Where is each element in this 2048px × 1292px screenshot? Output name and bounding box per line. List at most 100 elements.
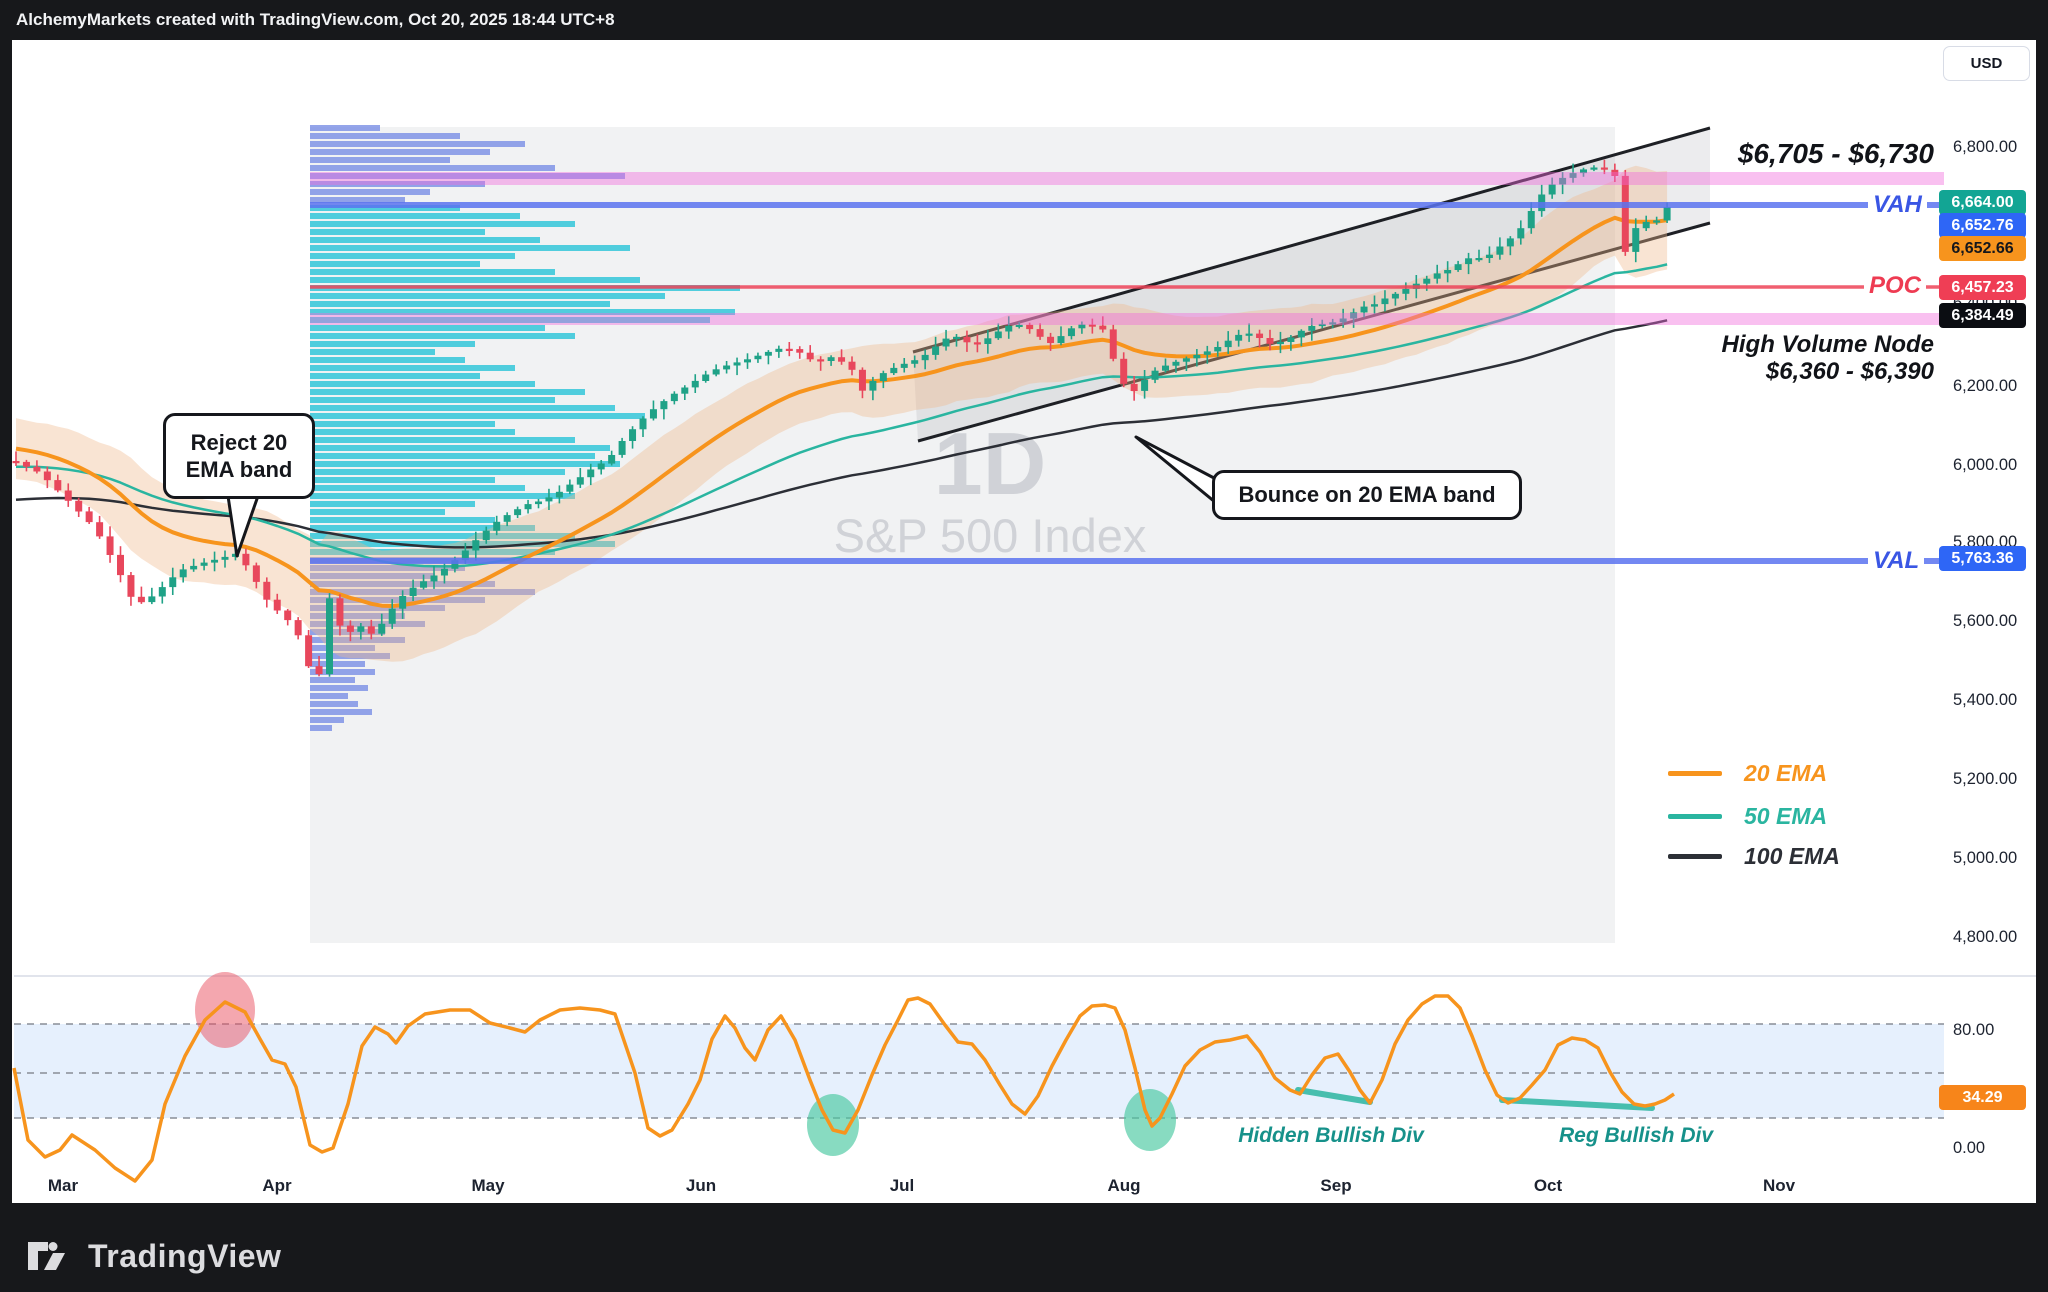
volume-profile-bar xyxy=(310,317,710,323)
hidden-bullish-div-label: Hidden Bullish Div xyxy=(1238,1124,1424,1147)
volume-profile-bar xyxy=(310,141,525,147)
time-axis-label-oct[interactable]: Oct xyxy=(1533,1176,1563,1195)
volume-profile-bar xyxy=(310,389,585,395)
price-axis-label: 6,000.00 xyxy=(1953,456,2018,474)
volume-profile-bar xyxy=(310,197,405,203)
volume-profile-bar xyxy=(310,229,485,235)
tradingview-logo-icon[interactable] xyxy=(26,1238,76,1274)
volume-profile-bar xyxy=(310,173,625,179)
volume-profile-bar xyxy=(310,213,520,219)
supply-zone-label: $6,705 - $6,730 xyxy=(1737,138,1934,169)
candles xyxy=(12,159,1671,677)
volume-profile-bar xyxy=(310,669,375,675)
volume-profile-bar xyxy=(310,261,480,267)
reject-ema-callout-text: Reject 20 EMA band xyxy=(185,430,293,482)
ema20-line xyxy=(15,215,1668,608)
volume-profile-bar xyxy=(310,621,425,627)
volume-profile-bar xyxy=(310,373,480,379)
volume-profile-bar xyxy=(310,413,645,419)
volume-profile-bar xyxy=(310,597,485,603)
volume-profile-bar xyxy=(310,685,368,691)
volume-profile-bar xyxy=(310,581,495,587)
volume-profile-bar xyxy=(310,237,540,243)
volume-profile-bar xyxy=(310,629,385,635)
volume-profile-bar xyxy=(310,469,565,475)
volume-profile-bar xyxy=(310,605,445,611)
volume-profile-bar xyxy=(310,325,545,331)
ema50-swatch xyxy=(1668,814,1722,819)
price-badge: 34.29 xyxy=(1939,1084,2026,1110)
volume-profile-bar xyxy=(310,565,465,571)
ema20-label: 20 EMA xyxy=(1744,760,1828,786)
volume-profile-bar xyxy=(310,301,610,307)
time-axis-label-apr[interactable]: Apr xyxy=(262,1176,292,1195)
price-badge: 5,763.36 xyxy=(1939,545,2026,571)
time-axis-label-nov[interactable]: Nov xyxy=(1762,1176,1796,1195)
volume-profile-bar xyxy=(310,589,535,595)
volume-profile-bar xyxy=(310,421,495,427)
volume-profile-bar xyxy=(310,333,575,339)
volume-profile-bar xyxy=(310,245,630,251)
legend-item-20ema[interactable]: 20 EMA xyxy=(1668,760,1827,790)
volume-profile-bar xyxy=(310,645,375,651)
price-badge: 6,664.00 xyxy=(1939,189,2026,215)
volume-profile-bar xyxy=(310,709,372,715)
price-axis-label: 80.00 xyxy=(1953,1021,1995,1039)
volume-profile-bar xyxy=(310,725,332,731)
volume-profile-bar xyxy=(310,125,380,131)
volume-profile-bar xyxy=(310,637,405,643)
volume-profile-bar xyxy=(310,437,575,443)
price-badge: 6,384.49 xyxy=(1939,302,2026,328)
volume-profile-bar xyxy=(310,525,535,531)
volume-profile-bar xyxy=(310,165,555,171)
volume-profile-bar xyxy=(310,149,490,155)
price-axis-label: 5,200.00 xyxy=(1953,770,2018,788)
time-axis-label-sep[interactable]: Sep xyxy=(1320,1176,1352,1195)
volume-profile-bar xyxy=(310,485,525,491)
volume-profile-bar xyxy=(310,181,485,187)
time-axis-label-jul[interactable]: Jul xyxy=(889,1176,915,1195)
time-axis-label-aug[interactable]: Aug xyxy=(1107,1176,1141,1195)
tradingview-brand-text[interactable]: TradingView xyxy=(88,1238,282,1274)
reject-ema-callout[interactable]: Reject 20 EMA band xyxy=(163,413,315,499)
volume-profile-bar xyxy=(310,157,450,163)
price-axis-label: 5,600.00 xyxy=(1953,612,2018,630)
legend-item-50ema[interactable]: 50 EMA xyxy=(1668,803,1827,833)
volume-profile-bar xyxy=(310,533,575,539)
volume-profile-bar xyxy=(310,717,344,723)
volume-profile-bar xyxy=(310,509,445,515)
val-label: VAL xyxy=(1868,547,1925,575)
bounce-ema-callout[interactable]: Bounce on 20 EMA band xyxy=(1212,470,1522,520)
volume-profile-bar xyxy=(310,541,615,547)
volume-profile-bar xyxy=(310,477,495,483)
volume-profile-bar xyxy=(310,445,610,451)
watermark-symbol: S&P 500 Index xyxy=(660,510,1320,562)
volume-profile-bar xyxy=(310,573,435,579)
volume-profile-bar xyxy=(310,461,620,467)
pink-zone xyxy=(310,172,1944,185)
price-badge: 6,457.23 xyxy=(1939,274,2026,300)
legend-item-100ema[interactable]: 100 EMA xyxy=(1668,843,1840,873)
volume-profile-bar xyxy=(310,277,640,283)
time-axis-label-mar[interactable]: Mar xyxy=(47,1176,79,1195)
vah-label: VAH xyxy=(1868,191,1927,219)
attribution-bar: AlchemyMarkets created with TradingView.… xyxy=(0,0,2048,40)
price-axis-label: 5,400.00 xyxy=(1953,691,2018,709)
volume-profile-bar xyxy=(310,677,355,683)
currency-button[interactable]: USD xyxy=(1943,46,2030,81)
price-badge: 6,652.66 xyxy=(1939,235,2026,261)
volume-profile-bar xyxy=(310,253,515,259)
rsi-line xyxy=(12,994,1675,1183)
volume-profile-bar xyxy=(310,349,435,355)
volume-profile-bar xyxy=(310,221,575,227)
volume-profile-bar xyxy=(310,357,465,363)
time-axis-label-jun[interactable]: Jun xyxy=(685,1176,717,1195)
time-axis-label-may[interactable]: May xyxy=(471,1176,505,1195)
volume-profile-bar xyxy=(310,133,460,139)
volume-profile-bar xyxy=(310,293,665,299)
volume-profile-bar xyxy=(310,501,475,507)
volume-profile-bar xyxy=(310,693,348,699)
price-axis-label: 0.00 xyxy=(1953,1139,1986,1157)
